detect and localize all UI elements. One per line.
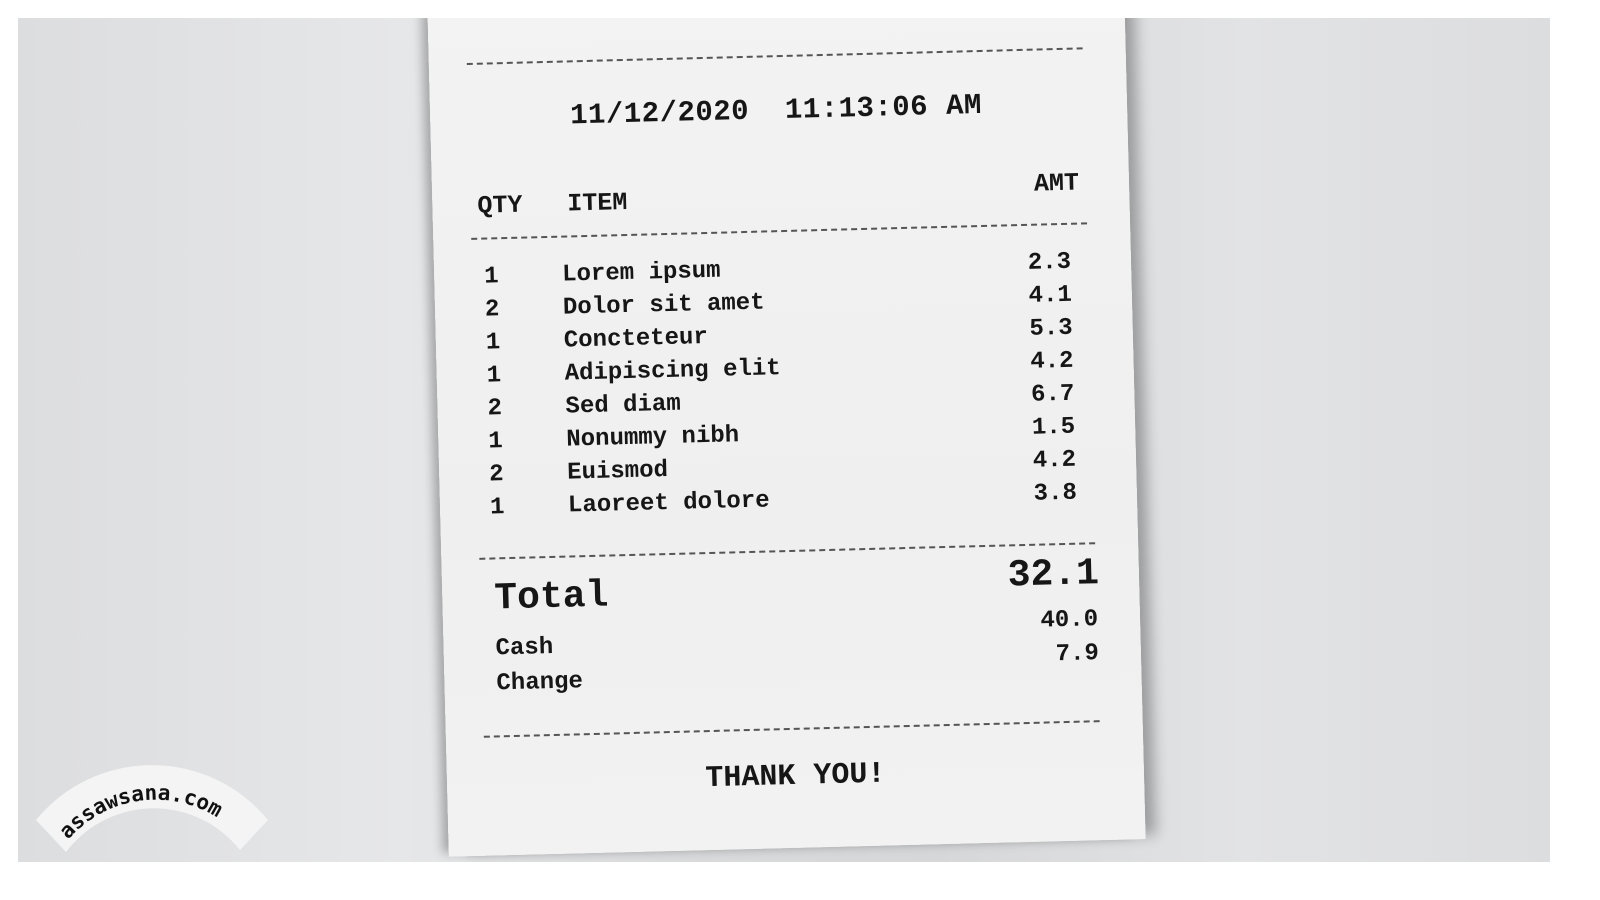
line-item-amt: 2.3 xyxy=(1027,248,1072,277)
total-value: 32.1 xyxy=(1007,552,1100,598)
header-item: ITEM xyxy=(567,187,628,219)
thank-you-footer: THANK YOU! xyxy=(705,757,886,797)
divider xyxy=(466,47,1083,65)
divider xyxy=(471,222,1088,240)
watermark-logo: assawsana.com xyxy=(36,765,268,852)
line-item-item: Concteteur xyxy=(563,323,709,355)
line-item-qty: 1 xyxy=(485,329,501,357)
line-item-item: Dolor sit amet xyxy=(562,289,765,322)
line-item-amt: 5.3 xyxy=(1029,314,1074,343)
divider xyxy=(483,720,1100,738)
change-label: Change xyxy=(496,668,584,698)
receipt: 11/12/2020 11:13:06 AM QTY ITEM AMT 1 Lor… xyxy=(427,18,1146,857)
line-item-qty: 2 xyxy=(488,461,504,489)
line-item-qty: 1 xyxy=(488,428,504,456)
cash-label: Cash xyxy=(495,633,554,663)
receipt-time: 11:13:06 AM xyxy=(784,88,983,127)
line-item-item: Euismod xyxy=(566,457,669,487)
line-item-item: Lorem ipsum xyxy=(561,257,721,289)
divider xyxy=(479,542,1096,560)
line-item-qty: 1 xyxy=(486,362,502,390)
header-qty: QTY xyxy=(477,190,523,221)
line-item-item: Laoreet dolore xyxy=(567,487,770,520)
line-item-amt: 3.8 xyxy=(1033,479,1078,508)
receipt-date: 11/12/2020 xyxy=(569,94,750,133)
line-item-item: Adipiscing elit xyxy=(564,355,782,388)
receipt-datetime: 11/12/2020 11:13:06 AM xyxy=(570,89,982,132)
line-item-qty: 1 xyxy=(489,494,505,522)
header-amt: AMT xyxy=(1033,168,1080,199)
change-value: 7.9 xyxy=(1055,640,1100,669)
line-item-item: Nonummy nibh xyxy=(566,422,740,454)
line-item-item: Sed diam xyxy=(565,390,682,421)
line-item-amt: 4.2 xyxy=(1029,347,1074,376)
line-item-amt: 1.5 xyxy=(1031,413,1076,442)
line-item-amt: 4.1 xyxy=(1028,281,1073,310)
total-label: Total xyxy=(493,574,609,621)
cash-value: 40.0 xyxy=(1040,606,1099,635)
line-item-qty: 2 xyxy=(487,395,503,423)
line-item-qty: 1 xyxy=(483,263,499,291)
line-item-amt: 4.2 xyxy=(1032,446,1077,475)
line-item-amt: 6.7 xyxy=(1030,380,1075,409)
background: 11/12/2020 11:13:06 AM QTY ITEM AMT 1 Lor… xyxy=(18,18,1550,862)
line-item-qty: 2 xyxy=(484,296,500,324)
